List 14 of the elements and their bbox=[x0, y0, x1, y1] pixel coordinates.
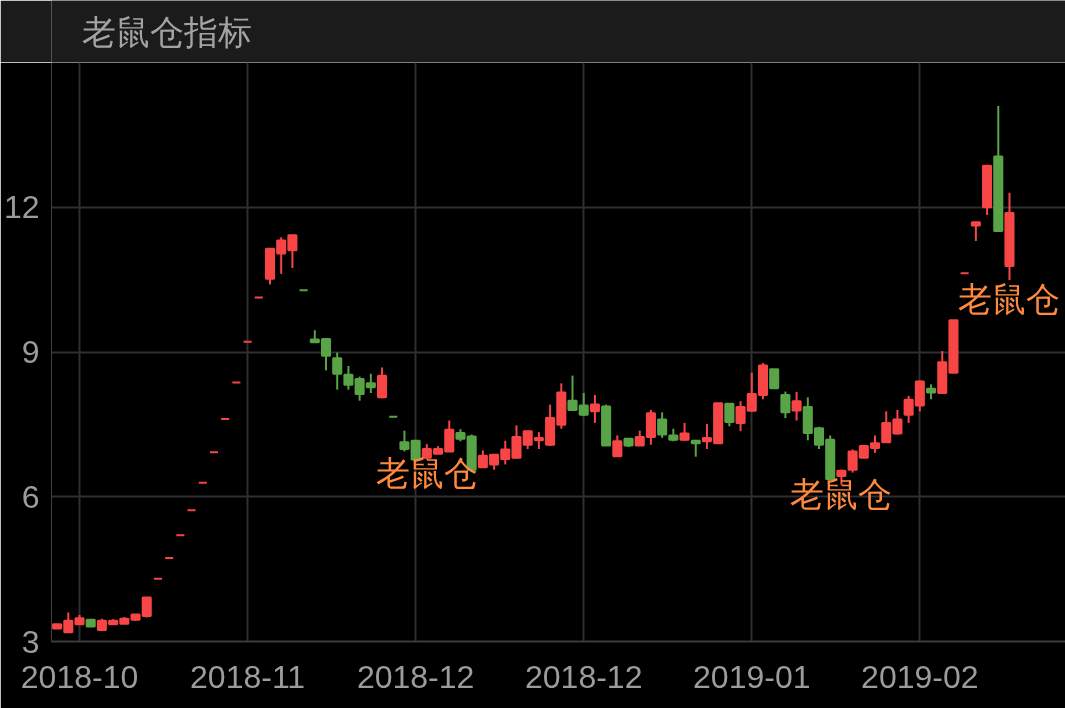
y-tick-label: 6 bbox=[21, 478, 40, 515]
y-tick-label: 3 bbox=[21, 623, 40, 660]
x-tick-label: 2018-11 bbox=[190, 658, 306, 695]
x-tick-label: 2019-01 bbox=[693, 658, 811, 695]
annotation: 老鼠仓 bbox=[958, 279, 1061, 318]
y-tick-label: 12 bbox=[3, 189, 40, 226]
chart-title: 老鼠仓指标 bbox=[81, 12, 252, 51]
annotation: 老鼠仓 bbox=[790, 475, 893, 514]
x-tick-label: 2019-02 bbox=[861, 658, 979, 695]
y-tick-label: 9 bbox=[21, 334, 40, 370]
x-tick-label: 2018-12 bbox=[524, 658, 643, 695]
x-tick-label: 2018-12 bbox=[356, 658, 475, 695]
x-tick-label: 2018-10 bbox=[20, 658, 139, 695]
annotation: 老鼠仓 bbox=[375, 453, 478, 492]
